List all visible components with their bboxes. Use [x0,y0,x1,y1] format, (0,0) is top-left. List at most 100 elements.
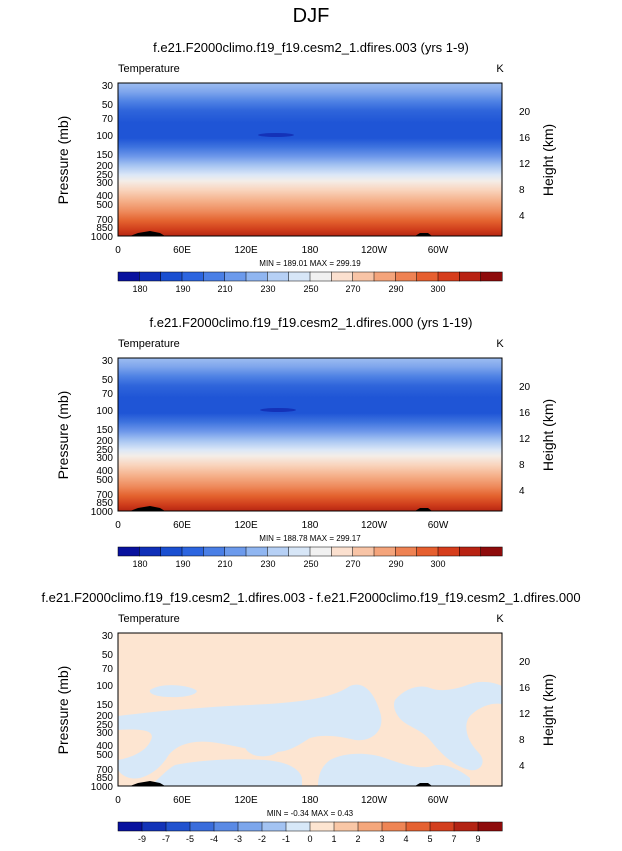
y-tick-label: 150 [96,150,113,161]
colorbar-swatch [453,821,479,832]
y-tick-label: 400 [96,191,113,202]
y-tick-label: 70 [102,664,114,675]
panel-3-stats: MIN = -0.34 MAX = 0.43 [267,809,354,818]
y-tick-label: 700 [96,215,113,226]
panel-3-y-axis-label: Pressure (mb) [55,666,71,755]
colorbar-label: -9 [138,834,146,844]
panel-1-y-ticks: 30 50 70 100 150 200 250 300 400 500 700… [91,81,114,243]
x-tick-label: 180 [302,795,319,806]
colorbar-label: 9 [475,834,480,844]
y-tick-label: 700 [96,765,113,776]
y-tick-label: 300 [96,178,113,189]
colorbar-swatch [267,271,290,282]
y-tick-label: 500 [96,750,113,761]
y-tick-label: 50 [102,650,114,661]
colorbar-swatch [213,821,239,832]
panel-1-frame [117,82,503,237]
y2-tick-label: 20 [519,382,531,393]
colorbar-swatch [416,271,439,282]
colorbar-swatch [224,546,247,557]
x-tick-label: 60E [173,795,191,806]
y-tick-label: 70 [102,389,114,400]
colorbar-label: -2 [258,834,266,844]
panel-1-variable-label: Temperature [118,63,180,75]
colorbar-swatch [395,546,418,557]
y2-tick-label: 12 [519,709,531,720]
panel-1: f.e21.F2000climo.f19_f19.cesm2_1.dfires.… [55,40,556,294]
colorbar-swatch [117,821,143,832]
panel-3-title: f.e21.F2000climo.f19_f19.cesm2_1.dfires.… [41,590,580,605]
colorbar-swatch [288,546,311,557]
panel-2-stats: MIN = 188.78 MAX = 299.17 [259,534,361,543]
panel-2-frame [117,357,503,512]
colorbar-label: -7 [162,834,170,844]
y2-tick-label: 8 [519,185,525,196]
x-tick-label: 60E [173,520,191,531]
panel-2-field [118,358,502,511]
panel-2: f.e21.F2000climo.f19_f19.cesm2_1.dfires.… [55,315,556,569]
y-tick-label: 50 [102,375,114,386]
colorbar-label: -3 [234,834,242,844]
panel-3-units-label: K [496,613,504,625]
colorbar-swatch [395,271,418,282]
panel-2-y2-ticks: 20 16 12 8 4 [519,382,531,497]
panel-1-units-label: K [496,63,504,75]
colorbar-swatch [416,546,439,557]
colorbar-label: 180 [132,559,147,569]
y-tick-label: 150 [96,700,113,711]
y-tick-label: 500 [96,200,113,211]
panel-3-y2-ticks: 20 16 12 8 4 [519,657,531,772]
y-tick-label: 30 [102,81,114,92]
panel-2-units-label: K [496,338,504,350]
colorbar-swatch [160,271,183,282]
negative-region [394,681,502,771]
colorbar-label: 1 [331,834,336,844]
x-tick-label: 120E [234,520,258,531]
colorbar-label: 180 [132,284,147,294]
y2-tick-label: 20 [519,107,531,118]
x-tick-label: 60W [428,520,449,531]
colorbar-label: 270 [345,559,360,569]
panel-1-field [118,83,502,236]
colorbar-swatch [309,821,335,832]
colorbar-swatch [459,271,482,282]
x-tick-label: 60E [173,245,191,256]
colorbar-label: -4 [210,834,218,844]
panel-3-colorbar [117,821,503,832]
y2-tick-label: 4 [519,761,525,772]
colorbar-swatch [352,546,375,557]
colorbar-swatch [288,271,311,282]
panel-3: f.e21.F2000climo.f19_f19.cesm2_1.dfires.… [41,590,580,844]
panel-3-colorbar-labels: -9 -7 -5 -4 -3 -2 -1 0 1 2 3 4 5 7 9 [138,834,481,844]
colorbar-label: -5 [186,834,194,844]
colorbar-swatch [331,546,354,557]
y-tick-label: 1000 [91,507,114,518]
y2-tick-label: 4 [519,211,525,222]
y-tick-label: 850 [96,498,113,509]
colorbar-swatch [285,821,311,832]
colorbar-swatch [309,546,332,557]
y-tick-label: 400 [96,741,113,752]
colorbar-label: 290 [388,559,403,569]
panel-3-y2-axis-label: Height (km) [540,674,556,746]
colorbar-swatch [309,271,332,282]
x-tick-label: 180 [302,520,319,531]
colorbar-label: 7 [451,834,456,844]
colorbar-swatch [245,546,268,557]
colorbar-swatch [245,271,268,282]
y-tick-label: 250 [96,720,113,731]
panel-1-y-axis-label: Pressure (mb) [55,116,71,205]
panel-3-frame [117,632,503,787]
colorbar-label: 290 [388,284,403,294]
panel-1-cold-core [258,133,294,137]
colorbar-swatch [237,821,263,832]
panel-3-x-ticks: 0 60E 120E 180 120W 60W [115,795,449,806]
colorbar-label: 5 [427,834,432,844]
colorbar-swatch [181,546,204,557]
panel-2-cold-core [260,408,296,412]
colorbar-swatch [139,271,162,282]
colorbar-swatch [160,546,183,557]
colorbar-swatch [480,271,503,282]
y-tick-label: 850 [96,773,113,784]
colorbar-label: 0 [307,834,312,844]
